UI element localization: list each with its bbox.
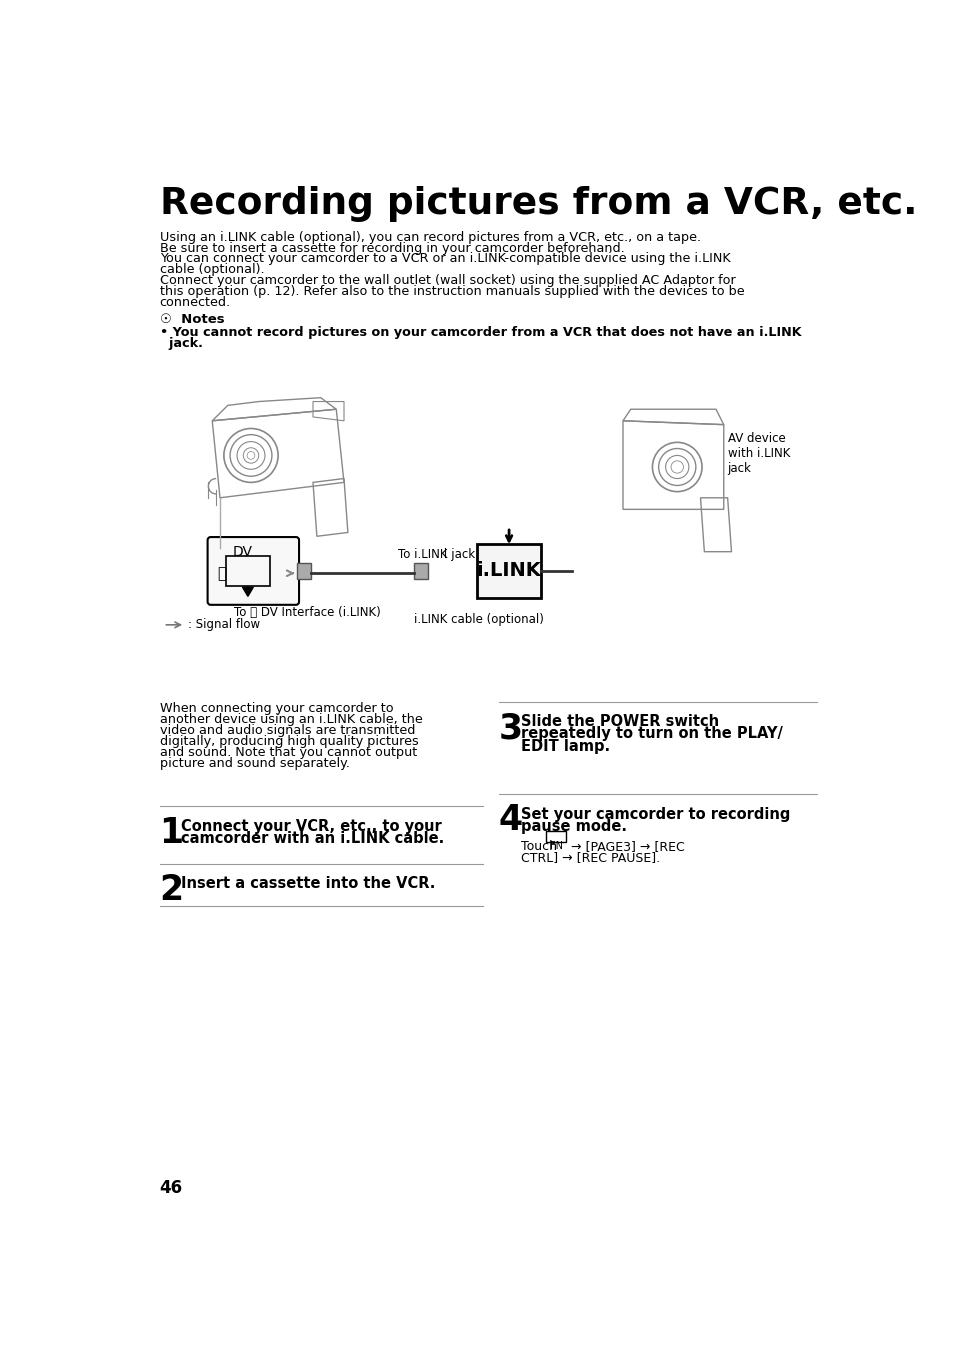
- Text: Be sure to insert a cassette for recording in your camcorder beforehand.: Be sure to insert a cassette for recordi…: [159, 242, 623, 255]
- Text: 2: 2: [159, 873, 184, 906]
- Bar: [414, 563, 427, 578]
- Text: camcorder with an i.LINK cable.: camcorder with an i.LINK cable.: [181, 832, 444, 847]
- Text: CTRL] → [REC PAUSE].: CTRL] → [REC PAUSE].: [520, 851, 659, 864]
- Text: 4: 4: [498, 803, 522, 837]
- Text: Recording pictures from a VCR, etc.: Recording pictures from a VCR, etc.: [159, 186, 916, 223]
- Text: Insert a cassette into the VCR.: Insert a cassette into the VCR.: [181, 875, 436, 890]
- Text: another device using an i.LINK cable, the: another device using an i.LINK cable, th…: [159, 712, 422, 726]
- Text: picture and sound separately.: picture and sound separately.: [159, 756, 349, 769]
- Text: → [PAGE3] → [REC: → [PAGE3] → [REC: [567, 840, 684, 854]
- Text: You can connect your camcorder to a VCR or an i.LINK-compatible device using the: You can connect your camcorder to a VCR …: [159, 252, 729, 266]
- Text: 3: 3: [498, 711, 522, 745]
- Text: pause mode.: pause mode.: [520, 818, 626, 835]
- Text: this operation (p. 12). Refer also to the instruction manuals supplied with the : this operation (p. 12). Refer also to th…: [159, 285, 743, 299]
- Text: cable (optional).: cable (optional).: [159, 263, 264, 277]
- Text: jack.: jack.: [159, 337, 202, 350]
- Text: Touch: Touch: [520, 840, 560, 854]
- Text: 1: 1: [159, 816, 184, 849]
- FancyBboxPatch shape: [208, 537, 298, 605]
- Text: Connect your camcorder to the wall outlet (wall socket) using the supplied AC Ad: Connect your camcorder to the wall outle…: [159, 274, 735, 288]
- Text: Set your camcorder to recording: Set your camcorder to recording: [520, 806, 789, 821]
- Text: Slide the POWER switch: Slide the POWER switch: [520, 714, 718, 729]
- Text: : Signal flow: : Signal flow: [188, 619, 260, 631]
- Text: Using an i.LINK cable (optional), you can record pictures from a VCR, etc., on a: Using an i.LINK cable (optional), you ca…: [159, 231, 700, 244]
- Text: ⓘ: ⓘ: [216, 566, 226, 581]
- Bar: [297, 563, 311, 578]
- Text: When connecting your camcorder to: When connecting your camcorder to: [159, 702, 393, 715]
- Text: i.LINK: i.LINK: [476, 562, 541, 581]
- Text: i.LINK cable (optional): i.LINK cable (optional): [414, 613, 543, 627]
- Polygon shape: [242, 588, 253, 596]
- Text: and sound. Note that you cannot output: and sound. Note that you cannot output: [159, 745, 416, 759]
- Text: To ⓘ DV Interface (i.LINK): To ⓘ DV Interface (i.LINK): [233, 605, 380, 619]
- Text: repeatedly to turn on the PLAY/: repeatedly to turn on the PLAY/: [520, 726, 781, 741]
- Text: 46: 46: [159, 1179, 182, 1197]
- Text: digitally, producing high quality pictures: digitally, producing high quality pictur…: [159, 734, 417, 748]
- Text: ☉  Notes: ☉ Notes: [159, 313, 224, 326]
- Text: To i.LINK jack: To i.LINK jack: [397, 548, 475, 560]
- Text: video and audio signals are transmitted: video and audio signals are transmitted: [159, 723, 415, 737]
- Text: Connect your VCR, etc., to your: Connect your VCR, etc., to your: [181, 818, 441, 835]
- Text: EDIT lamp.: EDIT lamp.: [520, 738, 609, 753]
- Text: AV device
with i.LINK
jack: AV device with i.LINK jack: [727, 433, 789, 475]
- Bar: [476, 544, 540, 598]
- Text: FN: FN: [549, 841, 562, 851]
- Text: DV: DV: [233, 544, 253, 559]
- Text: connected.: connected.: [159, 296, 231, 309]
- Text: • You cannot record pictures on your camcorder from a VCR that does not have an : • You cannot record pictures on your cam…: [159, 326, 801, 339]
